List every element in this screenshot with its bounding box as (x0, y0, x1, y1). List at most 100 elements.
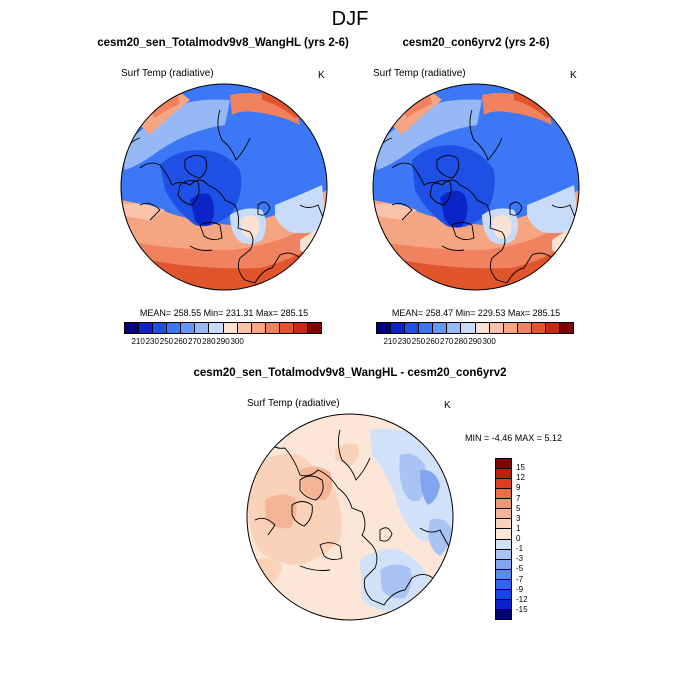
colorbar-swatch (530, 323, 545, 333)
panel3-title: cesm20_sen_Totalmodv9v8_WangHL - cesm20_… (193, 367, 507, 379)
colorbar-tick-label: 7 (516, 493, 521, 503)
colorbar-swatch (496, 528, 511, 539)
colorbar-tick-label: 230 (397, 337, 411, 346)
colorbar-swatch (502, 323, 517, 333)
colorbar-swatch (138, 323, 153, 333)
panel1-variable-label: Surf Temp (radiative) (121, 68, 214, 79)
colorbar-swatch (152, 323, 167, 333)
colorbar-swatch (496, 459, 511, 469)
colorbar-swatch (496, 518, 511, 529)
colorbar-swatch (307, 323, 322, 333)
colorbar-tick-label: -7 (516, 574, 524, 584)
colorbar-swatch (432, 323, 447, 333)
colorbar-tick-label: -12 (516, 594, 528, 604)
colorbar-swatch (496, 578, 511, 589)
colorbar-tick-label: 300 (482, 337, 496, 346)
colorbar-swatch (222, 323, 237, 333)
colorbar-tick-label: -9 (516, 584, 524, 594)
colorbar-tick-label: 3 (516, 513, 521, 523)
colorbar-tick-label: 260 (173, 337, 188, 346)
colorbar-swatch (377, 323, 391, 333)
colorbar-swatch (236, 323, 251, 333)
colorbar-swatch (166, 323, 181, 333)
colorbar-swatch (496, 508, 511, 519)
panel1-colorbar-labels: 210 230 250 260 270 280 290 300 (124, 337, 322, 349)
colorbar-swatch (446, 323, 461, 333)
colorbar-tick-label: -5 (516, 564, 524, 574)
colorbar-swatch (404, 323, 419, 333)
panel1-title: cesm20_sen_Totalmodv9v8_WangHL (yrs 2-6) (97, 37, 349, 49)
colorbar-tick-label: 290 (468, 337, 482, 346)
colorbar-tick-label: 270 (188, 337, 202, 346)
colorbar-tick-label: 300 (230, 337, 244, 346)
colorbar-swatch (496, 558, 511, 569)
colorbar-tick-label: -3 (516, 554, 524, 564)
colorbar-swatch (208, 323, 223, 333)
colorbar-swatch (496, 608, 511, 619)
colorbar-tick-label: 270 (440, 337, 454, 346)
panel1-coastlines (124, 109, 326, 284)
colorbar-tick-label: 290 (216, 337, 230, 346)
panel1-stats: MEAN= 258.55 Min= 231.31 Max= 285.15 (139, 308, 309, 318)
colorbar-swatch (544, 323, 560, 333)
panel3-difference-field (247, 414, 453, 620)
colorbar-tick-label: 15 (516, 463, 525, 473)
panel2-title: cesm20_con6yrv2 (yrs 2-6) (402, 37, 550, 49)
colorbar-tick-label: 210 (383, 337, 397, 346)
colorbar-tick-label: 5 (516, 503, 521, 513)
colorbar-tick-label: -15 (516, 604, 528, 614)
colorbar-swatch (516, 323, 531, 333)
colorbar-swatch (496, 588, 511, 599)
colorbar-tick-label: 280 (202, 337, 216, 346)
colorbar-swatch (278, 323, 293, 333)
colorbar-swatch (460, 323, 475, 333)
colorbar-tick-label: 260 (425, 337, 440, 346)
colorbar-swatch (264, 323, 279, 333)
panel2-coastlines (376, 109, 578, 284)
colorbar-tick-label: 250 (411, 337, 426, 346)
colorbar-tick-label: 250 (159, 337, 174, 346)
panel3-colorbar (495, 458, 512, 620)
colorbar-tick-label: 230 (145, 337, 159, 346)
colorbar-swatch (180, 323, 195, 333)
colorbar-swatch (496, 598, 511, 609)
panel2-units-label: K (570, 70, 577, 81)
colorbar-swatch (496, 478, 511, 489)
panel3-variable-label: Surf Temp (radiative) (247, 398, 340, 409)
colorbar-swatch (418, 323, 433, 333)
colorbar-swatch (292, 323, 308, 333)
colorbar-swatch (559, 323, 574, 333)
colorbar-swatch (496, 568, 511, 579)
colorbar-swatch (194, 323, 209, 333)
colorbar-swatch (496, 498, 511, 509)
colorbar-tick-label: 1 (516, 523, 521, 533)
colorbar-swatch (496, 488, 511, 499)
colorbar-tick-label: 0 (516, 534, 521, 543)
figure-title: DJF (331, 8, 369, 30)
colorbar-swatch (496, 468, 511, 479)
panel2-variable-label: Surf Temp (radiative) (373, 68, 466, 79)
panel3-units-label: K (444, 400, 451, 411)
colorbar-swatch (496, 548, 511, 559)
colorbar-swatch (488, 323, 503, 333)
colorbar-tick-label: -1 (516, 544, 524, 554)
colorbar-swatch (474, 323, 489, 333)
colorbar-tick-label: 210 (131, 337, 145, 346)
panel3-coastlines (247, 429, 451, 606)
panel2-colorbar (376, 322, 574, 334)
panel1-colorbar (124, 322, 322, 334)
colorbar-tick-label: 12 (516, 473, 525, 483)
panel2-colorbar-labels: 210 230 250 260 270 280 290 300 (376, 337, 574, 349)
panel3-colorbar-labels: 15 12 9 7 5 3 1 0 -1 -3 -5 -7 -9 -12 -15 (516, 458, 556, 620)
colorbar-swatch (125, 323, 139, 333)
panel2-stats: MEAN= 258.47 Min= 229.53 Max= 285.15 (391, 308, 561, 318)
panel1-units-label: K (318, 70, 325, 81)
colorbar-tick-label: 9 (516, 483, 521, 493)
colorbar-swatch (496, 538, 511, 549)
panel3-stats: MIN = -4.46 MAX = 5.12 (465, 433, 563, 443)
colorbar-swatch (390, 323, 405, 333)
colorbar-tick-label: 280 (454, 337, 468, 346)
